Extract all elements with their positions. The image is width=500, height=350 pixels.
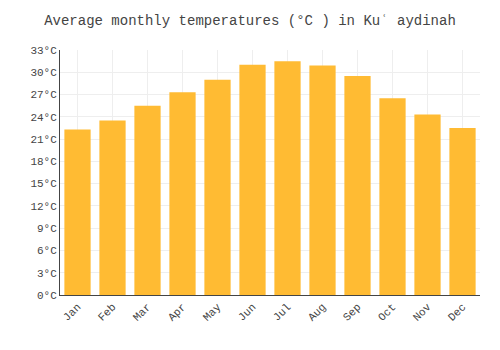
svg-text:Nov: Nov: [411, 301, 434, 324]
svg-text:Jul: Jul: [271, 301, 293, 323]
svg-text:Jun: Jun: [236, 301, 258, 323]
svg-text:Average monthly temperatures (: Average monthly temperatures (°C ) in Ku…: [44, 13, 456, 29]
svg-text:30°C: 30°C: [30, 67, 57, 79]
svg-text:27°C: 27°C: [30, 89, 57, 101]
svg-text:May: May: [201, 301, 224, 324]
svg-text:Jan: Jan: [61, 301, 83, 323]
svg-text:6°C: 6°C: [37, 245, 57, 257]
svg-text:3°C: 3°C: [37, 268, 57, 280]
svg-text:Oct: Oct: [376, 301, 398, 323]
svg-text:0°C: 0°C: [37, 290, 57, 302]
svg-text:Mar: Mar: [131, 301, 153, 323]
svg-text:Dec: Dec: [446, 301, 468, 323]
svg-text:9°C: 9°C: [37, 223, 57, 235]
svg-text:24°C: 24°C: [30, 112, 57, 124]
svg-text:18°C: 18°C: [30, 156, 57, 168]
svg-text:33°C: 33°C: [30, 45, 57, 57]
svg-text:Apr: Apr: [166, 301, 188, 323]
svg-text:21°C: 21°C: [30, 134, 57, 146]
svg-text:15°C: 15°C: [30, 178, 57, 190]
svg-text:Feb: Feb: [96, 301, 118, 323]
svg-text:Sep: Sep: [341, 301, 363, 323]
svg-text:12°C: 12°C: [30, 201, 57, 213]
svg-text:Aug: Aug: [306, 301, 328, 323]
